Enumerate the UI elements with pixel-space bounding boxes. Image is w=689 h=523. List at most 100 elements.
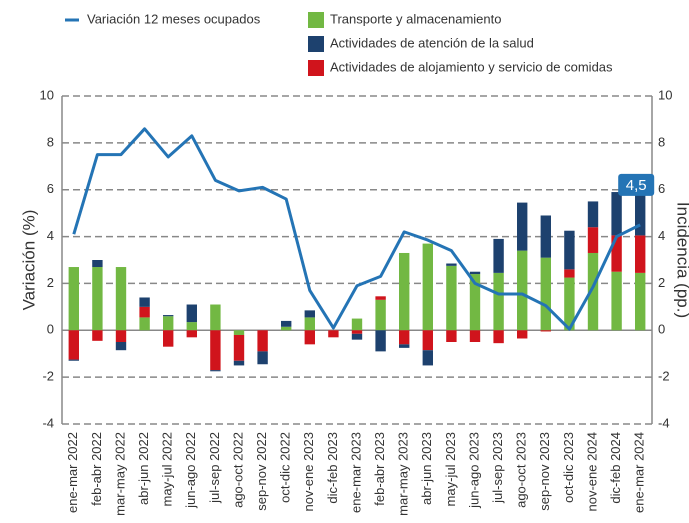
y-axis-title: Variación (%) bbox=[19, 210, 38, 311]
legend-label: Actividades de atención de la salud bbox=[330, 35, 534, 50]
x-tick-label: jun-ago 2023 bbox=[466, 432, 481, 509]
bar-segment bbox=[210, 304, 221, 331]
bar-segment bbox=[68, 267, 79, 331]
bar-segment bbox=[186, 304, 197, 323]
bar-segment bbox=[233, 360, 245, 366]
bar-segment bbox=[611, 271, 622, 331]
bar-segment bbox=[587, 201, 599, 228]
x-tick-label: feb-abr 2022 bbox=[89, 432, 104, 506]
x-tick-label: ago-oct 2023 bbox=[514, 432, 529, 508]
bar-segment bbox=[540, 330, 551, 332]
y2-tick-label: -2 bbox=[658, 369, 670, 384]
bar-segment bbox=[517, 330, 528, 339]
bar-segment bbox=[493, 238, 504, 273]
y-tick-label: 4 bbox=[47, 228, 54, 243]
y2-tick-label: 6 bbox=[658, 181, 665, 196]
bar-segment bbox=[493, 330, 504, 344]
bar-segment bbox=[115, 267, 127, 331]
bar-segment bbox=[351, 318, 363, 331]
bar-segment bbox=[635, 272, 646, 331]
bar-segment bbox=[115, 342, 127, 351]
bar-segment bbox=[422, 350, 433, 366]
legend-label: Transporte y almacenamiento bbox=[330, 11, 502, 26]
x-tick-label: mar-may 2022 bbox=[112, 432, 127, 516]
y-tick-label: 10 bbox=[40, 87, 54, 102]
bar-segment bbox=[281, 326, 292, 331]
x-tick-label: jul-sep 2023 bbox=[490, 432, 505, 504]
x-tick-label: oct-dic 2023 bbox=[561, 432, 576, 503]
bar-segment bbox=[281, 320, 292, 327]
bar-segment bbox=[469, 271, 481, 275]
legend-label: Actividades de alojamiento y servicio de… bbox=[330, 59, 613, 74]
bar-segment bbox=[186, 330, 197, 338]
y2-tick-label: 10 bbox=[658, 87, 672, 102]
y-tick-label: 8 bbox=[47, 134, 54, 149]
x-tick-label: nov-ene 2024 bbox=[584, 432, 599, 512]
value-label-box bbox=[618, 173, 655, 196]
bar-segment bbox=[233, 330, 245, 335]
bar-segment bbox=[422, 330, 433, 351]
x-tick-label: ene-mar 2022 bbox=[65, 432, 80, 513]
bar-segment bbox=[375, 296, 386, 300]
bar-segment bbox=[422, 243, 433, 331]
y-tick-label: -2 bbox=[42, 369, 54, 384]
x-tick-label: mar-may 2023 bbox=[396, 432, 411, 516]
x-tick-label: ago-oct 2022 bbox=[230, 432, 245, 508]
bar-segment bbox=[375, 330, 386, 352]
bar-segment bbox=[92, 260, 103, 268]
y-tick-label: 2 bbox=[47, 275, 54, 290]
bar-segment bbox=[611, 192, 622, 236]
y2-tick-label: 2 bbox=[658, 275, 665, 290]
y2-tick-label: 0 bbox=[658, 322, 665, 337]
x-tick-label: sep-nov 2023 bbox=[537, 432, 552, 511]
bar-segment bbox=[635, 235, 646, 273]
bar-segment bbox=[469, 330, 481, 342]
bar-segment bbox=[493, 272, 504, 331]
bar-segment bbox=[611, 235, 622, 272]
bar-segment bbox=[233, 334, 245, 361]
y2-tick-label: 8 bbox=[658, 134, 665, 149]
bar-segment bbox=[163, 330, 174, 347]
bar-segment bbox=[163, 315, 174, 317]
x-tick-label: jul-sep 2022 bbox=[207, 432, 222, 504]
x-tick-label: sep-nov 2022 bbox=[254, 432, 269, 511]
x-tick-label: oct-dic 2022 bbox=[278, 432, 293, 503]
bar-segment bbox=[139, 317, 150, 331]
bar-segment bbox=[564, 269, 575, 278]
x-tick-label: ene-mar 2024 bbox=[632, 432, 647, 513]
y-tick-label: 0 bbox=[47, 322, 54, 337]
x-tick-label: ene-mar 2023 bbox=[348, 432, 363, 513]
y-tick-label: 6 bbox=[47, 181, 54, 196]
bar-segment bbox=[163, 316, 174, 331]
y-tick-label: -4 bbox=[42, 415, 54, 430]
bar-segment bbox=[115, 330, 127, 342]
bar-segment bbox=[351, 330, 363, 334]
bar-segment bbox=[399, 252, 410, 331]
y2-axis-title: Incidencia (pp.) bbox=[674, 202, 689, 318]
bar-segment bbox=[304, 330, 315, 345]
legend-swatch bbox=[308, 60, 324, 76]
x-tick-label: abr-jun 2022 bbox=[136, 432, 151, 505]
x-tick-label: dic-feb 2024 bbox=[608, 432, 623, 504]
bar-segment bbox=[92, 330, 103, 341]
x-tick-label: feb-abr 2023 bbox=[372, 432, 387, 506]
line bbox=[72, 127, 641, 331]
bar-segment bbox=[564, 277, 575, 331]
bar-segment bbox=[351, 333, 363, 340]
bar-segment bbox=[257, 351, 268, 365]
bar-segment bbox=[564, 230, 575, 270]
legend-label: Variación 12 meses ocupados bbox=[87, 11, 261, 26]
bar-segment bbox=[446, 265, 457, 331]
y2-tick-label: -4 bbox=[658, 415, 670, 430]
bar-segment bbox=[446, 263, 457, 266]
x-tick-label: jun-ago 2022 bbox=[183, 432, 198, 509]
legend-swatch bbox=[308, 36, 324, 52]
bar-segment bbox=[92, 267, 103, 331]
bar-segment bbox=[540, 215, 551, 258]
value-label: 4,5 bbox=[626, 177, 647, 194]
bar-segment bbox=[68, 330, 79, 360]
bar-segment bbox=[446, 330, 457, 342]
bar-segment bbox=[304, 310, 315, 318]
x-tick-label: abr-jun 2023 bbox=[419, 432, 434, 505]
